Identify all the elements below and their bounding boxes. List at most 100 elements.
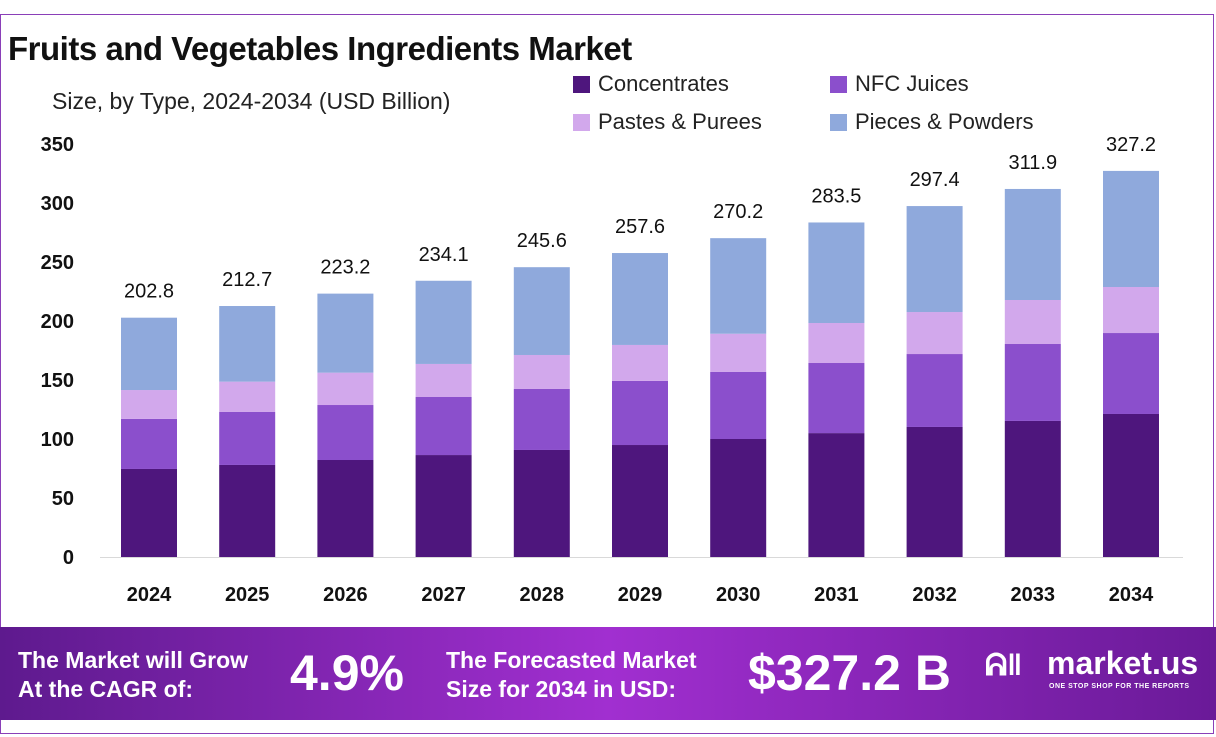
bar-segment-concentrates [219,464,276,557]
bar-segment-nfc-juices [415,396,472,456]
bar-segment-nfc-juices [1103,333,1159,414]
legend-label: Pieces & Powders [855,109,1034,134]
forecast-value: $327.2 B [748,645,951,701]
legend-item-concentrates: Concentrates [573,71,729,97]
bar-segment-pastes-purees [1004,299,1061,345]
y-tick-label: 50 [52,488,74,510]
bar-segment-pieces-powders [219,306,276,382]
bar-segment-pieces-powders [121,317,177,391]
bar-segment-nfc-juices [121,418,177,469]
bar-total-label: 202.8 [124,281,174,303]
bar-segment-pastes-purees [121,390,177,419]
bar-segment-pieces-powders [1103,170,1159,288]
x-tick-label: 2034 [1109,584,1154,606]
bar-total-label: 257.6 [615,216,665,238]
stacked-bar-chart: 0 50 100 150 200 250 300 350 202.8 2024 212.7 2025 2… [41,134,1183,606]
brand-tagline: ONE STOP SHOP FOR THE REPORTS [1049,683,1190,690]
bar-segment-pieces-powders [906,206,963,313]
chart-frame [0,14,1214,734]
forecast-label-line2: Size for 2034 in USD: [446,676,677,702]
bar-segment-nfc-juices [710,371,767,439]
x-tick-label: 2027 [421,584,466,606]
x-tick-label: 2026 [323,584,368,606]
legend-label: Concentrates [598,71,729,96]
bar-segment-pastes-purees [710,333,767,372]
bar-total-label: 311.9 [1009,152,1058,174]
bar-segment-pieces-powders [1004,188,1061,300]
legend-swatch [573,113,590,131]
legend-item-pieces-powders: Pieces & Powders [830,109,1034,135]
bar-total-label: 245.6 [517,230,567,252]
bar-segment-nfc-juices [906,354,963,427]
bar-segment-nfc-juices [612,380,668,446]
x-tick-label: 2031 [814,584,859,606]
bar-segment-concentrates [513,449,570,557]
bar-total-label: 212.7 [222,269,272,291]
bar-segment-concentrates [612,445,668,557]
x-tick-label: 2033 [1011,584,1056,606]
bar-segment-pieces-powders [710,238,767,334]
bar-segment-pieces-powders [415,280,472,364]
bar-segment-concentrates [906,426,963,557]
y-tick-label: 300 [41,193,74,215]
bar-segment-pieces-powders [808,222,865,324]
forecast-label-line1: The Forecasted Market [446,647,697,673]
y-tick-label: 0 [63,547,74,569]
bar-segment-pastes-purees [612,344,668,381]
cagr-label-line2: At the CAGR of: [18,676,194,702]
y-tick-label: 350 [41,134,74,156]
bar-segment-pieces-powders [317,293,374,373]
bar-segment-concentrates [710,439,767,557]
bar-segment-pastes-purees [906,312,963,355]
x-tick-label: 2030 [716,584,761,606]
footer-banner: The Market will Grow At the CAGR of: 4.9… [0,627,1216,720]
brand-name: market.us [1047,645,1199,681]
bar-total-label: 223.2 [320,257,370,279]
chart-subtitle: Size, by Type, 2024-2034 (USD Billion) [52,88,451,114]
bar-segment-pastes-purees [415,363,472,397]
cagr-label: The Market will Grow At the CAGR of: [18,646,248,704]
x-tick-label: 2025 [225,584,270,606]
y-tick-label: 100 [41,429,74,451]
bar-segment-concentrates [317,460,374,557]
bar-segment-pastes-purees [219,381,276,412]
y-tick-label: 250 [41,252,74,274]
bar-total-label: 270.2 [713,201,763,223]
x-tick-label: 2029 [618,584,663,606]
marketus-logo-icon: ᕱ‖ [985,649,1023,682]
legend-swatch [573,75,590,93]
y-tick-label: 200 [41,311,74,333]
chart-title: Fruits and Vegetables Ingredients Market [8,30,632,67]
bar-segment-nfc-juices [513,388,570,450]
bar-total-label: 283.5 [811,185,861,207]
bar-segment-concentrates [808,433,865,557]
bar-total-label: 297.4 [910,169,960,191]
cagr-value: 4.9% [290,645,404,701]
bar-segment-concentrates [121,468,177,557]
forecast-label: The Forecasted Market Size for 2034 in U… [446,646,697,704]
legend-item-nfc-juices: NFC Juices [830,71,969,97]
cagr-label-line1: The Market will Grow [18,647,249,673]
bar-segment-pastes-purees [513,354,570,389]
legend-swatch [830,113,847,131]
bar-segment-pieces-powders [513,267,570,355]
bar-total-label: 234.1 [419,244,469,266]
legend-label: NFC Juices [855,71,969,96]
x-tick-label: 2028 [520,584,565,606]
bar-total-label: 327.2 [1106,134,1156,156]
bar-segment-pastes-purees [317,372,374,406]
bar-segment-concentrates [1103,413,1159,557]
bar-segment-nfc-juices [317,405,374,461]
x-tick-label: 2032 [912,584,957,606]
bar-segment-pieces-powders [612,253,668,345]
legend-label: Pastes & Purees [598,109,762,134]
bar-segment-nfc-juices [808,363,865,434]
bar-segment-pastes-purees [1103,287,1159,334]
x-tick-label: 2024 [127,584,172,606]
legend-swatch [830,75,847,93]
bar-segment-concentrates [1004,420,1061,557]
bar-segment-nfc-juices [219,411,276,465]
y-tick-label: 150 [41,370,74,392]
bar-segment-pastes-purees [808,323,865,364]
bar-segment-concentrates [415,455,472,557]
